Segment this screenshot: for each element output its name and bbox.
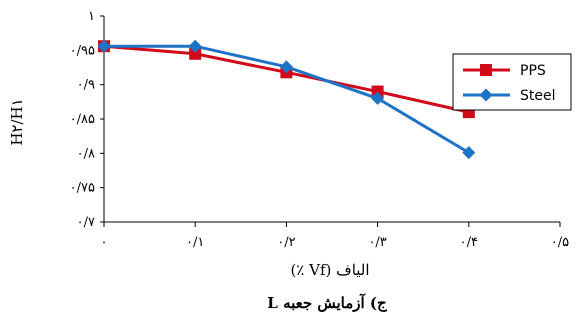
series-steel <box>97 39 476 160</box>
x-tick-label: ۰/۲ <box>277 235 295 250</box>
y-axis-title: H۲/H۱ <box>8 98 26 145</box>
x-tick-label: ۰/۵ <box>551 235 569 250</box>
legend: PPS Steel <box>452 53 572 111</box>
x-axis-title: الیاف (Vf ٪) <box>290 261 369 279</box>
legend-marker-steel <box>479 88 493 102</box>
chart-caption: ج) آزمایش جعبه L <box>267 293 387 312</box>
data-point-pps <box>189 47 202 60</box>
series-layer <box>97 39 476 160</box>
data-point-steel <box>371 91 385 105</box>
data-point-steel <box>188 39 202 53</box>
y-tick-label: ۰/۷۵ <box>70 181 95 196</box>
y-tick-label: ۰/۸ <box>77 146 95 161</box>
legend-label-pps: PPS <box>520 63 546 79</box>
y-tick-label: ۰/۸۵ <box>70 112 95 127</box>
y-tick-label: ۰/۹ <box>77 78 95 93</box>
data-point-steel <box>462 146 476 160</box>
data-point-pps <box>371 85 384 98</box>
y-tick-label: ۱ <box>88 9 95 24</box>
x-tick-label: ۰/۳ <box>368 235 386 250</box>
legend-box <box>452 53 572 111</box>
legend-marker-pps <box>480 64 492 76</box>
series-pps <box>98 40 475 119</box>
x-tick-label: ۰/۴ <box>460 235 478 250</box>
y-tick-label: ۰/۷ <box>77 215 95 230</box>
y-tick-label: ۰/۹۵ <box>70 43 95 58</box>
series-line-pps <box>103 44 470 114</box>
data-point-steel <box>279 60 293 74</box>
x-tick-label: ۰/۱ <box>186 235 204 250</box>
y-tick-group: ۰/۷ ۰/۷۵ ۰/۸ ۰/۸۵ ۰/۹ ۰/۹۵ ۱ <box>70 9 104 230</box>
data-point-steel <box>97 39 111 53</box>
x-tick-group: ۰ ۰/۱ ۰/۲ ۰/۳ ۰/۴ ۰/۵ <box>101 222 569 250</box>
x-tick-label: ۰ <box>101 235 108 250</box>
legend-label-steel: Steel <box>520 88 556 104</box>
